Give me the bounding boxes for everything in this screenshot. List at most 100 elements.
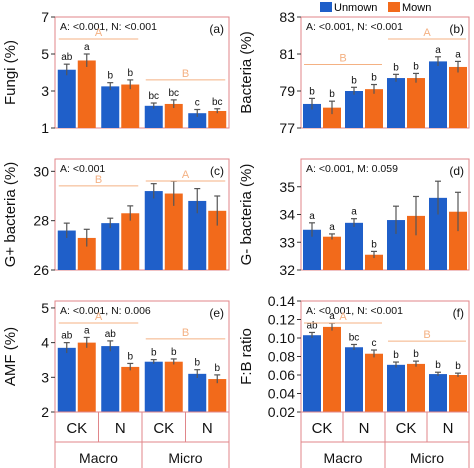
y-axis-label: Fungi (%) — [2, 40, 19, 105]
bar-mown — [365, 254, 383, 270]
bar-mown — [121, 84, 140, 128]
stats-annotation: A: <0.001, N: 0.006 — [60, 305, 151, 317]
group-label: A — [95, 27, 103, 39]
bar-unmown — [188, 373, 207, 412]
treatment-label: CK — [396, 420, 417, 437]
significance-letter: ab — [105, 329, 117, 340]
group-label: B — [95, 174, 102, 186]
significance-letter: b — [127, 351, 133, 362]
legend-label-unmown: Unmown — [334, 2, 377, 14]
bar-unmown — [188, 200, 207, 270]
bar-mown — [449, 211, 467, 270]
bar-mown — [323, 326, 341, 412]
significance-letter: b — [194, 358, 200, 369]
group-label: A — [95, 311, 103, 323]
legend-label-mown: Mown — [402, 2, 431, 14]
bar-unmown — [303, 229, 321, 270]
group-label: A — [423, 27, 431, 39]
significance-letter: a — [84, 42, 90, 53]
bar-mown — [77, 342, 96, 412]
significance-letter: b — [371, 73, 377, 84]
significance-letter: b — [371, 239, 377, 250]
bar-unmown — [144, 191, 163, 270]
panel-tag: (b) — [449, 22, 464, 36]
group-label: B — [339, 53, 346, 65]
bar-mown — [365, 353, 383, 412]
bar-mown — [407, 363, 425, 412]
significance-letter: b — [329, 89, 335, 100]
bar-unmown — [303, 335, 321, 412]
significance-letter: bc — [349, 332, 360, 343]
significance-letter: ab — [61, 331, 73, 342]
y-tick-label: 1 — [41, 120, 49, 136]
significance-letter: b — [214, 363, 220, 374]
y-tick-label: 7 — [41, 9, 49, 25]
bar-unmown — [101, 346, 120, 412]
y-tick-label: 4 — [41, 335, 49, 351]
y-tick-label: 28 — [33, 213, 49, 229]
treatment-label: N — [443, 420, 454, 437]
legend-swatch-mown — [388, 2, 400, 12]
bar-unmown — [429, 197, 447, 270]
significance-letter: c — [195, 98, 200, 109]
category-axis-left: CK N CK N Macro Micro — [54, 411, 230, 468]
significance-letter: b — [455, 361, 461, 372]
y-tick-label: 0.02 — [268, 404, 295, 420]
treatment-label: CK — [153, 420, 174, 437]
stats-annotation: A: <0.001 — [60, 163, 105, 175]
panel-tag: (c) — [210, 164, 224, 178]
bar-unmown — [303, 103, 321, 128]
category-axis-right: CK N CK N Macro Micro — [300, 411, 470, 468]
bar-mown — [407, 215, 425, 270]
bar-mown — [121, 213, 140, 270]
bar-unmown — [429, 374, 447, 412]
panel-f: 0.02 0.04 0.06 0.08 0.10 0.12 0.14 F:B ratio A: … — [238, 293, 470, 420]
bar-unmown — [144, 105, 163, 128]
y-tick-label: 0.04 — [268, 386, 295, 402]
stats-annotation: A: <0.001, N: <0.001 — [306, 305, 403, 317]
bar-mown — [365, 89, 383, 128]
y-tick-label: 3 — [41, 369, 49, 385]
panel-tag: (e) — [209, 306, 224, 320]
plot-frame — [300, 16, 470, 129]
group-label: B — [182, 68, 189, 80]
panel-b: 77 79 81 83 Bacteria (%) A: <0.001, N: <0.001… — [238, 9, 470, 136]
panel-tag: (d) — [449, 164, 464, 178]
bar-mown — [208, 110, 227, 128]
significance-letter: b — [413, 349, 419, 360]
bar-unmown — [345, 222, 363, 270]
bar-unmown — [57, 347, 76, 412]
treatment-label: N — [359, 420, 370, 437]
stats-annotation: A: <0.001, M: 0.059 — [306, 163, 398, 175]
bar-mown — [77, 60, 96, 128]
bar-unmown — [429, 61, 447, 128]
y-tick-label: 0.12 — [268, 312, 295, 328]
y-tick-label: 83 — [279, 9, 295, 25]
significance-letter: b — [127, 68, 133, 79]
significance-letter: b — [435, 360, 441, 371]
y-tick-label: 0.08 — [268, 349, 295, 365]
significance-letter: a — [455, 49, 461, 60]
significance-letter: bc — [212, 97, 223, 108]
bar-mown — [164, 103, 183, 128]
stats-annotation: A: <0.001, N: <0.001 — [60, 21, 157, 33]
bar-unmown — [188, 113, 207, 128]
y-axis-label: AMF (%) — [2, 327, 19, 386]
significance-letter: ab — [306, 320, 318, 331]
panel-d: 32 33 34 35 G- bacteria (%) A: <0.001, M: 0.0… — [238, 158, 470, 278]
significance-letter: ab — [61, 52, 73, 63]
y-axis-label: F:B ratio — [238, 328, 255, 385]
aggregate-size-label: Micro — [168, 450, 202, 466]
y-tick-label: 5 — [41, 300, 49, 316]
group-label: A — [339, 311, 347, 323]
significance-letter: b — [107, 71, 113, 82]
plot-frame — [54, 158, 230, 271]
y-tick-label: 26 — [33, 262, 49, 278]
bar-mown — [323, 107, 341, 128]
y-tick-label: 35 — [279, 179, 295, 195]
bar-unmown — [57, 69, 76, 128]
y-tick-label: 3 — [41, 83, 49, 99]
